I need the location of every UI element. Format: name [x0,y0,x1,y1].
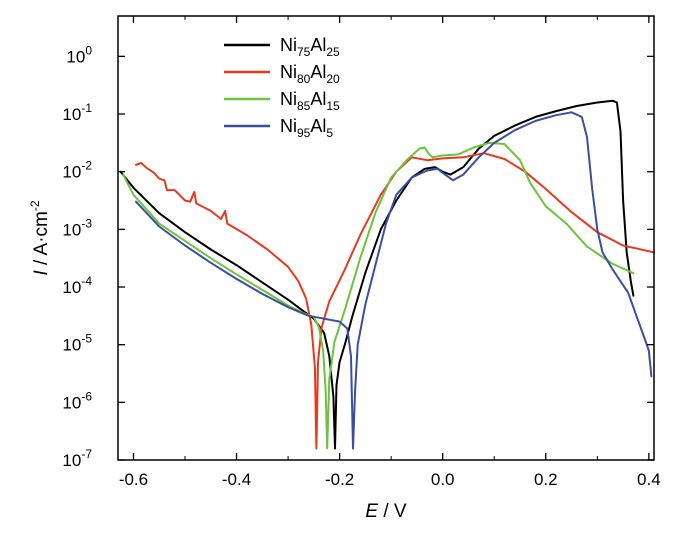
legend-label: Ni85Al15 [280,89,340,113]
x-axis-title: E / V [365,501,407,522]
series-layer [119,99,655,450]
y-tick-label: 100 [66,43,92,66]
y-tick-label: 10-2 [62,159,92,182]
y-tick-label: 10-4 [62,274,92,297]
series-line-95-5 [135,111,653,450]
x-tick-label: 0.2 [534,470,558,489]
y-tick-label: 10-5 [62,332,92,355]
x-tick-label: 0.0 [431,470,455,489]
tick-layer [118,16,654,461]
y-tick-label: 10-3 [62,216,92,239]
x-tick-label: 0.4 [637,470,661,489]
y-tick-label: 10-1 [62,101,92,124]
legend: Ni75Al25 Ni80Al20 Ni85Al15 Ni95Al5 [224,35,340,140]
label-layer: -0.6 -0.4 -0.2 0.0 0.2 0.4 100 10-1 10-2 10-3 10-4… [28,43,661,522]
series-line-85-15 [122,141,635,450]
legend-label: Ni95Al5 [280,116,333,140]
x-tick-label: -0.6 [119,470,148,489]
series-line-75-25 [119,99,635,450]
y-tick-label: 10-7 [62,447,92,470]
x-tick-label: -0.4 [222,470,251,489]
y-tick-label: 10-6 [62,389,92,412]
y-axis-title: I / A·cm-2 [28,200,52,275]
plot-frame [117,15,655,461]
legend-label: Ni80Al20 [280,62,340,86]
legend-label: Ni75Al25 [280,35,340,59]
x-tick-label: -0.2 [325,470,354,489]
